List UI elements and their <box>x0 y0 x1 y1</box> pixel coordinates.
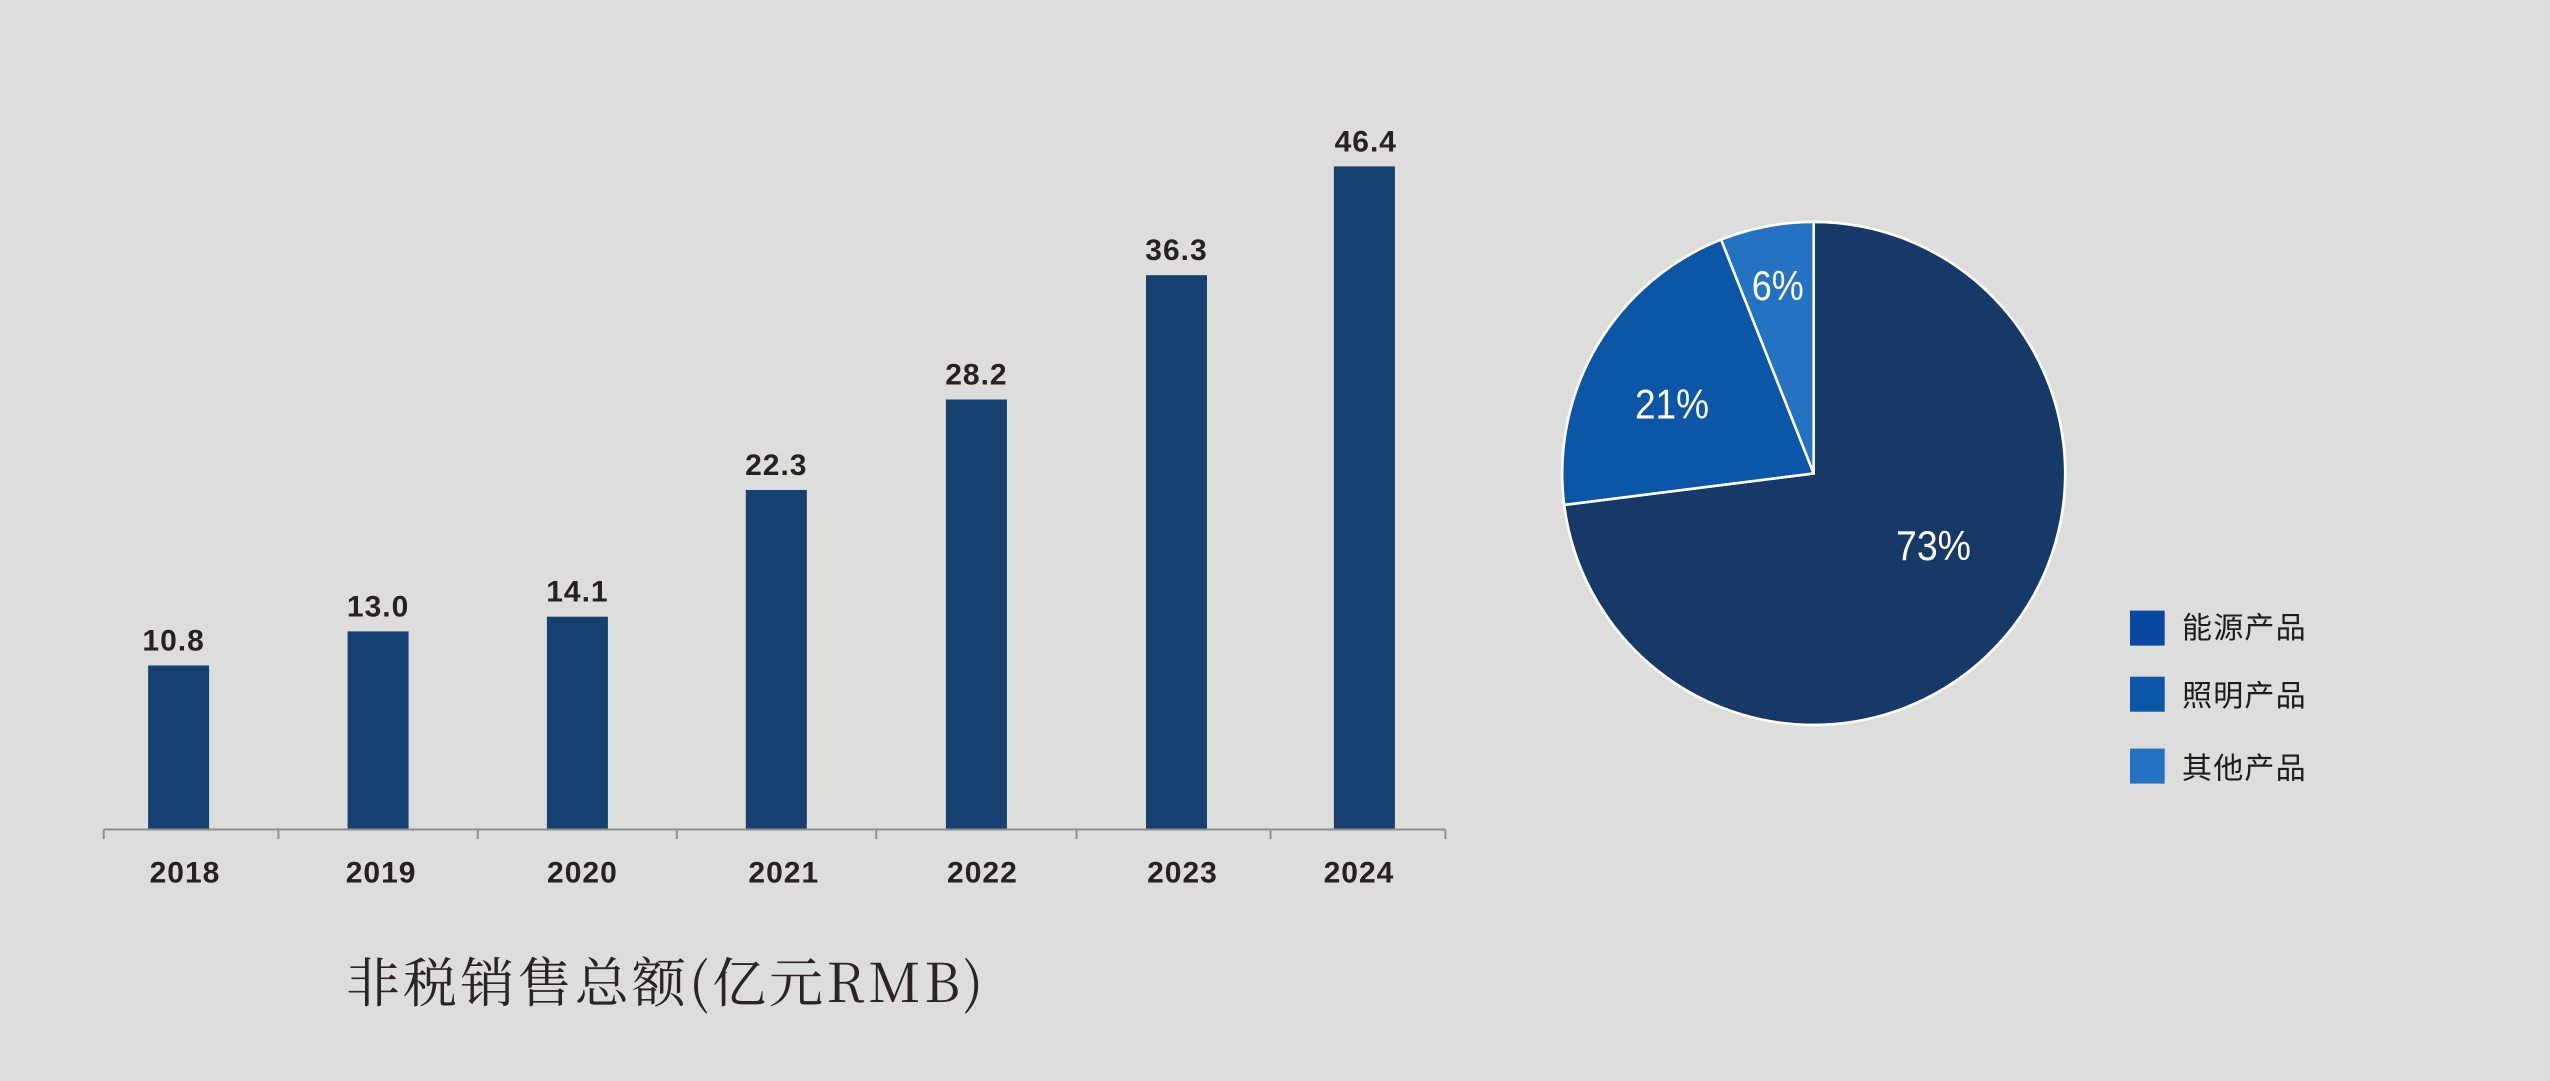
svg-text:28.2: 28.2 <box>945 359 1007 392</box>
svg-text:73%: 73% <box>1896 522 1971 569</box>
svg-text:10.8: 10.8 <box>142 625 204 658</box>
svg-text:非税销售总额(亿元RMB): 非税销售总额(亿元RMB) <box>346 941 983 1018</box>
svg-text:2018: 2018 <box>150 857 221 890</box>
svg-text:22.3: 22.3 <box>745 449 807 482</box>
svg-text:36.3: 36.3 <box>1145 234 1207 267</box>
svg-text:照明产品: 照明产品 <box>2182 671 2307 715</box>
svg-text:46.4: 46.4 <box>1335 125 1397 158</box>
svg-text:2020: 2020 <box>547 857 618 890</box>
svg-text:6%: 6% <box>1752 262 1804 309</box>
svg-text:2023: 2023 <box>1147 857 1218 890</box>
svg-text:2019: 2019 <box>346 857 417 890</box>
svg-text:2024: 2024 <box>1324 857 1395 890</box>
svg-text:21%: 21% <box>1635 381 1709 428</box>
svg-text:2021: 2021 <box>748 857 819 890</box>
svg-text:2022: 2022 <box>947 857 1018 890</box>
svg-text:能源产品: 能源产品 <box>2182 603 2307 647</box>
svg-text:其他产品: 其他产品 <box>2182 744 2307 788</box>
svg-text:14.1: 14.1 <box>546 576 608 609</box>
svg-text:13.0: 13.0 <box>347 590 409 623</box>
